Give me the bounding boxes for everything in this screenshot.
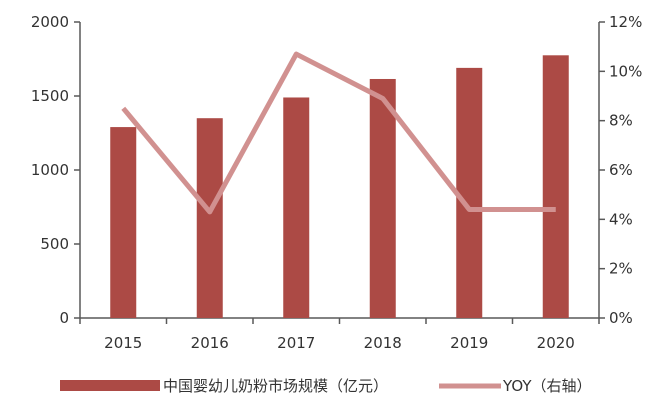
bar-series — [110, 55, 569, 319]
line-series — [121, 51, 556, 215]
left-tick-label: 1000 — [31, 161, 69, 179]
right-tick-label: 8% — [609, 112, 633, 130]
right-tick-label: 10% — [609, 62, 642, 80]
bar-2016 — [196, 118, 223, 318]
bar-2020 — [542, 55, 569, 319]
right-tick-label: 0% — [609, 309, 633, 327]
left-tick-label: 500 — [40, 235, 69, 253]
right-y-axis: 0% 2% 4% 6% 8% 10% 12% — [598, 13, 642, 327]
x-tick-label: 2015 — [104, 334, 142, 352]
bar-2015 — [110, 127, 137, 318]
bar-2017 — [283, 97, 310, 318]
right-tick-label: 12% — [609, 13, 642, 31]
x-tick-label: 2018 — [364, 334, 402, 352]
left-y-axis: 0 500 1000 1500 2000 — [31, 13, 81, 327]
right-tick-label: 4% — [609, 210, 633, 228]
bar-2018 — [369, 78, 396, 318]
left-tick-label: 2000 — [31, 13, 69, 31]
right-tick-label: 6% — [609, 161, 633, 179]
legend-bar-swatch — [60, 380, 160, 391]
x-tick-label: 2017 — [277, 334, 315, 352]
x-tick-label: 2019 — [450, 334, 488, 352]
left-tick-label: 1500 — [31, 87, 69, 105]
left-tick-label: 0 — [59, 309, 69, 327]
x-axis: 2015 2016 2017 2018 2019 2020 — [79, 317, 600, 352]
x-tick-label: 2020 — [537, 334, 575, 352]
x-tick-label: 2016 — [191, 334, 229, 352]
bar-2019 — [456, 67, 483, 318]
legend-bar-label: 中国婴幼儿奶粉市场规模（亿元） — [163, 377, 388, 395]
yoy-line — [121, 51, 556, 215]
legend-line-label: YOY（右轴） — [502, 377, 592, 395]
legend: 中国婴幼儿奶粉市场规模（亿元） YOY（右轴） — [60, 377, 592, 395]
right-tick-label: 2% — [609, 260, 633, 278]
